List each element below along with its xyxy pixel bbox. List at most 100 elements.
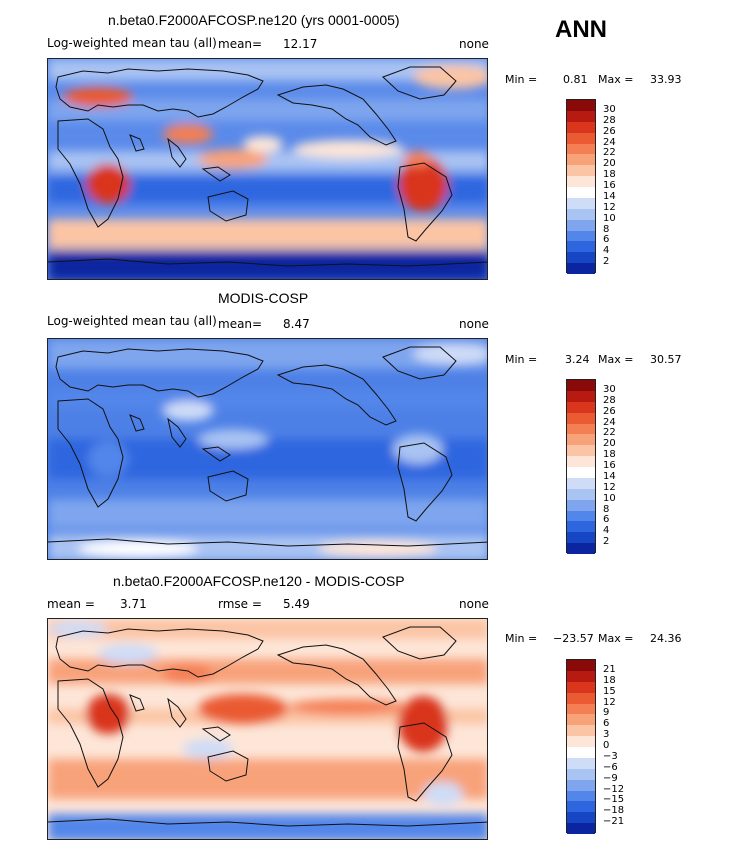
panel2-mean-label: mean= <box>218 317 263 331</box>
colorbar-tick-label: 12 <box>603 201 616 213</box>
panel3-min-value: −23.57 <box>553 632 594 645</box>
colorbar-segment <box>567 132 595 144</box>
colorbar-segment <box>567 121 595 133</box>
colorbar-tick-label: −3 <box>603 750 618 762</box>
colorbar-segment <box>567 176 595 187</box>
panel3-units: none <box>459 597 489 611</box>
colorbar-segment <box>567 401 595 413</box>
colorbar-segment <box>567 197 595 209</box>
colorbar-segment <box>567 543 595 554</box>
season-label: ANN <box>555 16 607 43</box>
panel3-rmse-value: 5.49 <box>283 597 310 611</box>
colorbar-segment <box>567 208 595 220</box>
panel2-min-value: 3.24 <box>565 353 590 366</box>
panel2-variable-label: Log-weighted mean tau (all) <box>47 314 217 328</box>
colorbar-tick-label: 0 <box>603 740 610 751</box>
colorbar-tick-label: 12 <box>603 481 616 493</box>
colorbar-tick-label: 18 <box>603 169 616 181</box>
panel3-max-label: Max = <box>598 632 634 645</box>
panel1-mean-label: mean= <box>218 37 263 51</box>
colorbar-tick-label: 16 <box>603 180 616 191</box>
colorbar-tick-label: 9 <box>603 707 610 719</box>
colorbar-segment <box>567 241 595 253</box>
panel2-colorbar <box>566 379 596 554</box>
panel3-max-value: 24.36 <box>650 632 682 645</box>
colorbar-segment <box>567 100 595 111</box>
panel1-variable-label: Log-weighted mean tau (all) <box>47 36 217 50</box>
colorbar-segment <box>567 445 595 457</box>
colorbar-tick-label: 12 <box>603 696 616 708</box>
colorbar-tick-label: 20 <box>603 438 616 450</box>
colorbar-tick-label: 8 <box>603 223 610 235</box>
colorbar-tick-label: 16 <box>603 460 616 471</box>
panel1-title: n.beta0.F2000AFCOSP.ne120 (yrs 0001-0005… <box>108 12 400 28</box>
colorbar-segment <box>567 812 595 824</box>
colorbar-segment <box>567 714 595 726</box>
colorbar-segment <box>567 488 595 500</box>
colorbar-segment <box>567 165 595 177</box>
panel1-mean-value: 12.17 <box>283 37 318 51</box>
panel3-map <box>47 618 488 840</box>
colorbar-segment <box>567 768 595 780</box>
colorbar-tick-label: −9 <box>603 772 618 784</box>
colorbar-tick-label: 2 <box>603 536 610 548</box>
colorbar-segment <box>567 230 595 242</box>
panel1-max-value: 33.93 <box>650 73 682 86</box>
colorbar-segment <box>567 747 595 758</box>
colorbar-segment <box>567 187 595 198</box>
colorbar-tick-label: −18 <box>603 805 625 817</box>
colorbar-segment <box>567 380 595 391</box>
panel3-mean-value: 3.71 <box>120 597 147 611</box>
panel2-min-label: Min = <box>505 353 538 366</box>
panel3-title: n.beta0.F2000AFCOSP.ne120 - MODIS-COSP <box>113 573 405 589</box>
colorbar-tick-label: 30 <box>603 103 616 115</box>
colorbar-segment <box>567 219 595 231</box>
colorbar-segment <box>567 532 595 544</box>
colorbar-segment <box>567 412 595 424</box>
colorbar-segment <box>567 499 595 511</box>
colorbar-tick-label: −21 <box>603 816 625 828</box>
colorbar-segment <box>567 692 595 704</box>
colorbar-tick-label: 24 <box>603 416 616 428</box>
colorbar-segment <box>567 660 595 671</box>
colorbar-tick-label: 28 <box>603 394 616 406</box>
colorbar-tick-label: −12 <box>603 783 625 795</box>
colorbar-segment <box>567 467 595 478</box>
panel3-mean-label: mean = <box>47 597 95 611</box>
panel1-units: none <box>459 37 489 51</box>
colorbar-segment <box>567 779 595 791</box>
colorbar-tick-label: 21 <box>603 663 616 675</box>
colorbar-tick-label: 22 <box>603 147 616 159</box>
colorbar-segment <box>567 477 595 489</box>
colorbar-tick-label: 3 <box>603 729 610 741</box>
colorbar-segment <box>567 757 595 769</box>
panel2-mean-value: 8.47 <box>283 317 310 331</box>
panel2-map <box>47 338 488 560</box>
colorbar-segment <box>567 143 595 155</box>
colorbar-tick-label: 18 <box>603 449 616 461</box>
colorbar-segment <box>567 681 595 693</box>
colorbar-tick-label: 6 <box>603 234 610 246</box>
colorbar-tick-label: 6 <box>603 514 610 526</box>
colorbar-tick-label: 14 <box>603 470 616 482</box>
colorbar-tick-label: 15 <box>603 685 616 697</box>
colorbar-segment <box>567 510 595 522</box>
colorbar-segment <box>567 725 595 737</box>
colorbar-segment <box>567 670 595 682</box>
colorbar-segment <box>567 456 595 467</box>
colorbar-tick-label: 30 <box>603 383 616 395</box>
colorbar-tick-label: 14 <box>603 190 616 202</box>
colorbar-segment <box>567 252 595 264</box>
panel3-min-label: Min = <box>505 632 538 645</box>
colorbar-segment <box>567 434 595 446</box>
colorbar-tick-label: −15 <box>603 794 625 806</box>
colorbar-tick-label: −6 <box>603 761 618 773</box>
panel2-title: MODIS-COSP <box>218 290 309 306</box>
colorbar-segment <box>567 154 595 166</box>
colorbar-tick-label: 10 <box>603 492 616 504</box>
colorbar-tick-label: 4 <box>603 245 610 257</box>
panel2-units: none <box>459 317 489 331</box>
panel1-min-value: 0.81 <box>563 73 588 86</box>
panel3-colorbar <box>566 659 596 834</box>
colorbar-tick-label: 6 <box>603 718 610 730</box>
